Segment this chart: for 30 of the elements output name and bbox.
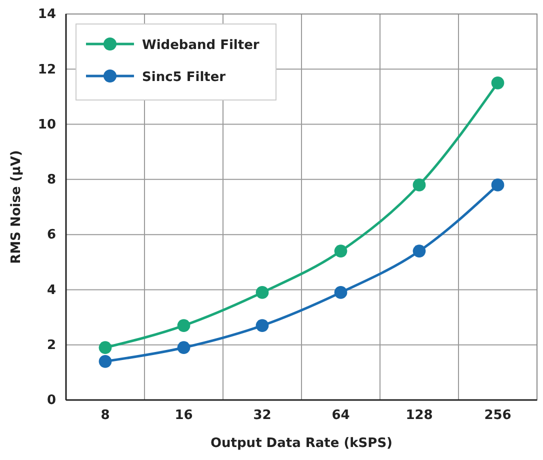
y-tick-label: 6 <box>46 228 56 243</box>
point <box>334 286 348 299</box>
y-tick-label: 2 <box>46 338 56 354</box>
y-tick-label: 10 <box>38 117 56 132</box>
point <box>491 178 504 192</box>
point <box>256 286 269 299</box>
point <box>491 76 504 90</box>
legend-label: Sinc5 Filter <box>142 70 226 85</box>
y-tick-label: 12 <box>38 62 56 78</box>
point <box>98 341 112 354</box>
x-tick-label: 256 <box>484 408 512 424</box>
point <box>98 354 112 368</box>
x-tick-label: 16 <box>174 408 193 424</box>
legend-label: Wideband Filter <box>142 38 260 53</box>
y-tick-label: 4 <box>46 282 56 298</box>
y-tick-label: 0 <box>46 393 56 408</box>
point <box>177 319 190 332</box>
point <box>177 341 190 354</box>
point <box>334 244 348 258</box>
x-tick-label: 64 <box>332 408 350 424</box>
y-tick-label: 14 <box>38 7 56 22</box>
point <box>412 178 426 192</box>
x-tick-label: 128 <box>406 408 433 424</box>
point <box>256 319 269 332</box>
x-tick-label: 32 <box>253 408 272 424</box>
x-tick-label: 8 <box>100 408 110 424</box>
y-tick-label: 8 <box>46 172 56 188</box>
y-axis-title: RMS Noise (µV) <box>9 150 24 264</box>
point <box>412 244 426 258</box>
x-axis-title: Output Data Rate (kSPS) <box>210 436 393 451</box>
